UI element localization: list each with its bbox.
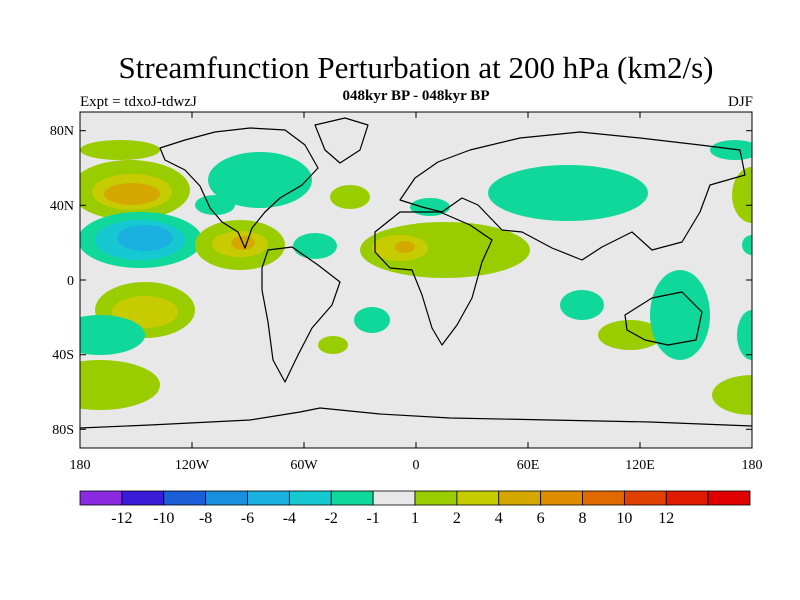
colorbar-label: -1	[366, 510, 379, 527]
anomaly-region	[732, 167, 752, 223]
figure-subtitle: 048kyr BP - 048kyr BP	[342, 88, 490, 104]
lat-label-40n: 40N	[50, 199, 74, 214]
anomaly-region	[80, 315, 145, 355]
coastline-north-america	[159, 127, 319, 249]
colorbar-box	[623, 490, 667, 506]
colorbar-box	[121, 490, 165, 506]
coastline-australia	[624, 291, 703, 346]
colorbar-box	[582, 490, 625, 506]
anomaly-region	[330, 185, 370, 209]
anomaly-region	[104, 183, 160, 205]
colorbar-box	[205, 490, 248, 506]
experiment-label: Expt = tdxoJ-tdwzJ	[80, 94, 197, 110]
colorbar-labels: -12 -10 -8 -6 -4 -2 -1 1 2 4 6 8 10 12	[111, 510, 674, 527]
lat-label-80s: 80S	[52, 423, 74, 438]
colorbar-label: -6	[241, 510, 254, 527]
colorbar-boxes	[79, 490, 751, 506]
colorbar-box	[707, 490, 751, 506]
anomaly-region	[80, 360, 160, 410]
coastline-eurasia	[399, 131, 746, 261]
colorbar-box	[288, 490, 332, 506]
lon-label-60e: 60E	[517, 458, 540, 473]
colorbar-label: 6	[537, 510, 545, 527]
anomaly-region	[293, 233, 337, 259]
colorbar-label: 2	[453, 510, 461, 527]
colorbar-box	[372, 490, 416, 506]
colorbar-label: 10	[616, 510, 632, 527]
colorbar-label: 8	[579, 510, 587, 527]
lon-label-180w: 180	[70, 458, 91, 473]
map-plot-area: 80N 40N 0 40S 80S 180 120W 60W 0 60E 120…	[50, 111, 763, 473]
anomaly-region	[650, 270, 710, 360]
anomaly-region	[80, 140, 160, 160]
colorbar-label: 1	[411, 510, 419, 527]
lon-label-60w: 60W	[290, 458, 318, 473]
anomaly-region	[712, 375, 752, 415]
colorbar-box	[79, 490, 123, 506]
colorbar-box	[163, 490, 207, 506]
colorbar-label: -2	[325, 510, 338, 527]
lat-tick-marks	[80, 130, 752, 430]
colorbar-box	[498, 490, 542, 506]
anomaly-region	[560, 290, 604, 320]
lon-label-120w: 120W	[175, 458, 210, 473]
anomaly-region	[354, 307, 390, 333]
colorbar-label: -10	[153, 510, 174, 527]
colorbar-label: -12	[111, 510, 132, 527]
colorbar-box	[247, 490, 290, 506]
lat-label-equator: 0	[67, 274, 74, 289]
anomaly-region	[395, 241, 415, 253]
lon-tick-marks	[191, 112, 641, 448]
lon-label-120e: 120E	[625, 458, 655, 473]
anomaly-region	[318, 336, 348, 354]
anomaly-region	[488, 165, 648, 221]
colorbar-box	[540, 490, 583, 506]
lon-label-180e: 180	[742, 458, 763, 473]
colorbar-box	[456, 490, 500, 506]
coastlines	[80, 117, 752, 429]
lat-label-40s: 40S	[52, 348, 74, 363]
coastline-antarctica	[80, 407, 752, 429]
contour-fields	[80, 140, 752, 415]
coastline-greenland	[314, 117, 369, 164]
lon-label-0: 0	[413, 458, 420, 473]
lat-label-80n: 80N	[50, 124, 74, 139]
anomaly-region	[742, 235, 752, 255]
anomaly-region	[117, 225, 173, 251]
coastline-south-america	[261, 246, 341, 383]
colorbar: -12 -10 -8 -6 -4 -2 -1 1 2 4 6 8 10 12	[79, 490, 751, 527]
colorbar-box	[665, 490, 709, 506]
colorbar-label: 4	[495, 510, 503, 527]
colorbar-label: -4	[283, 510, 296, 527]
colorbar-label: -8	[199, 510, 212, 527]
colorbar-label: 12	[658, 510, 674, 527]
anomaly-region	[598, 320, 662, 350]
anomaly-region	[737, 310, 752, 360]
figure-title: Streamfunction Perturbation at 200 hPa (…	[118, 50, 714, 85]
coastline-africa	[374, 211, 493, 346]
colorbar-box	[330, 490, 374, 506]
anomaly-region	[195, 195, 235, 215]
colorbar-box	[414, 490, 458, 506]
season-label: DJF	[727, 94, 753, 110]
